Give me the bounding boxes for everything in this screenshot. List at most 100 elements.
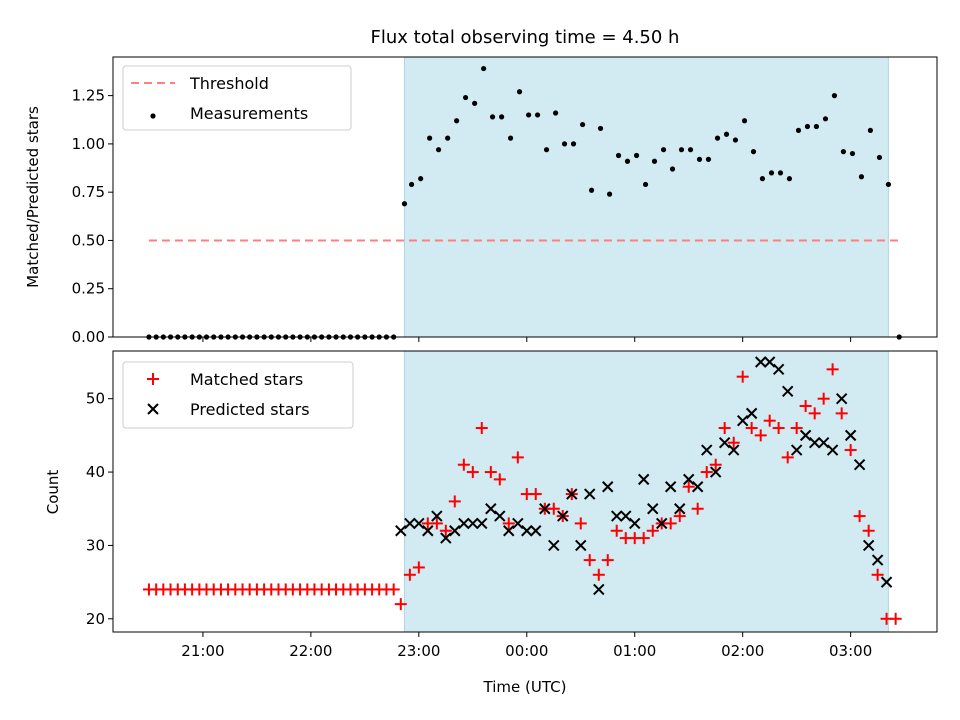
matched-stars-point — [592, 568, 605, 581]
predicted-stars-point — [862, 539, 875, 552]
matched-stars-point — [448, 495, 461, 508]
matched-stars-point — [682, 480, 695, 493]
top-y-tick-label: 0.25 — [72, 280, 105, 298]
measurement-point — [840, 149, 847, 155]
matched-legend-swatch — [147, 373, 159, 385]
predicted-stars-point — [557, 510, 569, 522]
predicted-stars-point — [709, 466, 722, 478]
matched-stars-point — [844, 444, 857, 457]
x-tick-label: 21:00 — [181, 642, 224, 660]
measurement-point — [813, 123, 820, 130]
predicted-stars-point — [584, 488, 596, 500]
bottom-plot-frame — [112, 350, 938, 633]
measurement-point — [714, 135, 721, 141]
predicted-stars-point — [871, 554, 884, 566]
matched-stars-point — [403, 568, 416, 581]
predicted-stars-point — [413, 517, 425, 530]
predicted-stars-point — [701, 444, 713, 456]
measurement-point — [651, 158, 658, 164]
measurement-point — [831, 93, 838, 99]
matched-stars-point — [493, 473, 506, 486]
bottom-y-tick-label: 20 — [86, 610, 105, 628]
star-count-panel: 20 30 40 50 21:00 22:00 23:00 00:00 01:00 02:00 03… — [44, 350, 938, 696]
predicted-stars-point — [593, 583, 605, 596]
measurement-point — [867, 127, 873, 133]
predicted-stars-point — [763, 356, 776, 368]
predicted-stars-point — [395, 525, 407, 537]
predicted-stars-point — [664, 481, 677, 493]
x-tick-label: 03:00 — [829, 642, 872, 660]
predicted-stars-point — [656, 517, 668, 530]
measurement-point — [408, 181, 415, 188]
measurement-point — [489, 114, 496, 120]
predicted-legend-label: Predicted stars — [190, 400, 310, 419]
measurement-point — [543, 147, 550, 153]
matched-stars-point — [583, 554, 596, 567]
predicted-stars-point — [610, 510, 623, 522]
predicted-stars-point — [566, 488, 578, 500]
measurement-point — [553, 110, 559, 116]
bottom-y-tick-label: 40 — [86, 463, 105, 481]
matched-stars-point — [673, 510, 686, 523]
matched-stars-point — [709, 458, 722, 471]
matched-stars-point — [853, 510, 866, 523]
predicted-stars-point — [826, 444, 839, 456]
matched-stars-point — [817, 392, 830, 405]
matched-stars-point — [745, 422, 758, 435]
matched-stars-point — [430, 517, 443, 530]
measurements-legend-label: Measurements — [190, 104, 308, 123]
measurement-point — [481, 65, 487, 72]
matched-stars-point — [664, 517, 677, 530]
predicted-stars-point — [431, 510, 443, 522]
measurement-point — [804, 123, 811, 130]
predicted-stars-point — [404, 517, 416, 530]
top-y-tick-label: 0.75 — [72, 183, 105, 201]
top-y-tick-label: 1.25 — [72, 87, 105, 105]
predicted-stars-point — [755, 356, 767, 368]
measurement-point — [454, 118, 460, 124]
measurement-point — [445, 135, 451, 141]
measurement-point — [687, 147, 694, 153]
predicted-stars-point — [637, 473, 650, 486]
predicted-stars-point — [602, 481, 614, 493]
matched-stars-point — [862, 524, 875, 537]
measurement-point — [858, 174, 865, 180]
matched-stars-point — [646, 524, 659, 537]
predicted-stars-point — [449, 525, 461, 537]
flux-ratio-panel: 0.00 0.25 0.50 0.75 1.00 1.25 Matched/Predict… — [24, 56, 938, 346]
measurement-point — [795, 127, 802, 133]
top-y-tick-label: 1.00 — [72, 135, 105, 153]
matched-stars-point — [484, 466, 497, 479]
matched-stars-point — [502, 517, 515, 530]
top-plot-frame — [112, 56, 938, 338]
predicted-stars-point — [620, 510, 632, 522]
measurement-point — [705, 156, 712, 162]
matched-stars-point — [412, 561, 425, 574]
predicted-stars-point — [422, 525, 434, 537]
measurement-point — [606, 191, 613, 197]
predicted-stars-point — [476, 517, 488, 530]
measurement-point — [597, 125, 604, 132]
x-tick-label: 02:00 — [721, 642, 764, 660]
measurement-point — [723, 131, 730, 137]
predicted-stars-point — [503, 525, 515, 537]
predicted-stars-point — [494, 510, 506, 522]
predicted-stars-point — [718, 437, 731, 449]
measurement-point — [435, 147, 442, 153]
top-legend: Threshold Measurements — [122, 65, 352, 131]
predicted-stars-point — [691, 481, 704, 493]
bottom-shaded-region — [403, 350, 889, 633]
predicted-stars-point — [683, 473, 695, 486]
x-tick-label: 22:00 — [289, 642, 332, 660]
matched-stars-point — [826, 363, 839, 376]
matched-stars-point — [387, 583, 400, 596]
top-y-tick-label: 0.00 — [72, 328, 105, 346]
matched-stars-point — [835, 407, 848, 420]
measurement-point — [768, 170, 775, 176]
measurement-point — [588, 187, 595, 193]
measurement-point — [633, 152, 640, 159]
matched-stars-point — [889, 612, 902, 625]
matched-stars-point — [691, 502, 704, 515]
measurement-point — [462, 94, 469, 101]
predicted-stars-point — [539, 503, 551, 515]
